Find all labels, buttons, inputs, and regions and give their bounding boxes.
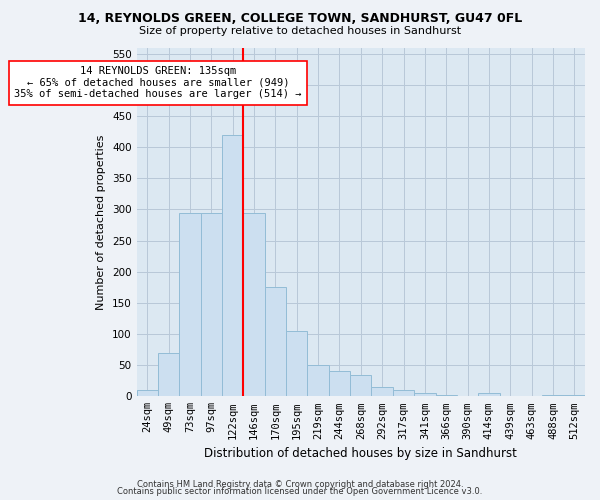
Bar [478,393,500,396]
X-axis label: Distribution of detached houses by size in Sandhurst: Distribution of detached houses by size … [205,447,517,460]
Bar [222,134,244,396]
Bar [158,352,179,397]
Bar [244,212,265,396]
Y-axis label: Number of detached properties: Number of detached properties [97,134,106,310]
Bar [137,390,158,396]
Bar [265,288,286,397]
Bar [286,331,307,396]
Text: Contains public sector information licensed under the Open Government Licence v3: Contains public sector information licen… [118,488,482,496]
Bar [350,374,371,396]
Text: Contains HM Land Registry data © Crown copyright and database right 2024.: Contains HM Land Registry data © Crown c… [137,480,463,489]
Text: Size of property relative to detached houses in Sandhurst: Size of property relative to detached ho… [139,26,461,36]
Bar [179,212,200,396]
Bar [542,395,563,396]
Text: 14, REYNOLDS GREEN, COLLEGE TOWN, SANDHURST, GU47 0FL: 14, REYNOLDS GREEN, COLLEGE TOWN, SANDHU… [78,12,522,26]
Text: 14 REYNOLDS GREEN: 135sqm
← 65% of detached houses are smaller (949)
35% of semi: 14 REYNOLDS GREEN: 135sqm ← 65% of detac… [14,66,302,100]
Bar [329,372,350,396]
Bar [200,212,222,396]
Bar [563,395,585,396]
Bar [371,387,393,396]
Bar [307,365,329,396]
Bar [414,393,436,396]
Bar [393,390,414,396]
Bar [436,395,457,396]
